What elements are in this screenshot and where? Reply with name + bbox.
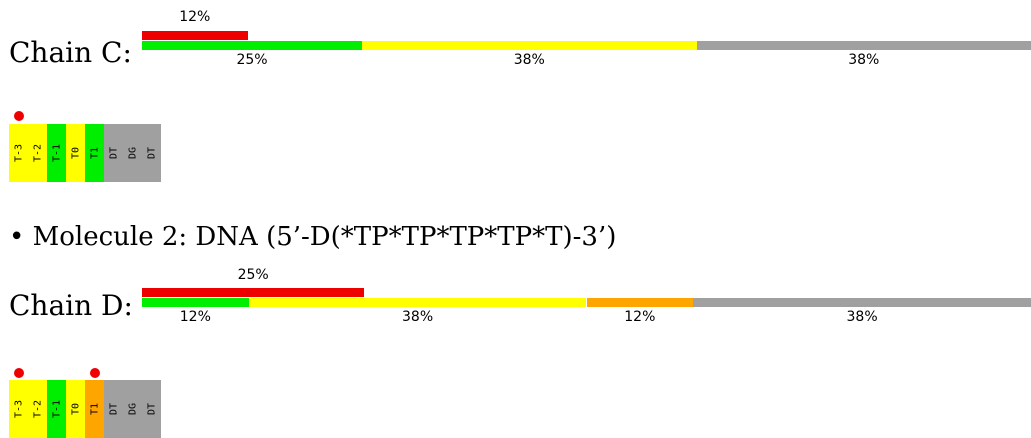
chain-c-segment-label: 38% [513,52,545,68]
residue-cell: DT [142,124,161,182]
chain-c-segment-yellow [362,41,697,50]
outlier-dot-icon [89,368,100,378]
chain-d-segment-yellow [248,298,587,307]
chain-d-segment-label: 38% [402,309,434,325]
chain-c-segment-green [142,41,363,50]
residue-cell: T1 [85,124,104,182]
chain-d-segment-label: 12% [179,309,211,325]
residue-cell: DT [104,380,123,438]
chain-c-residues: T-3 T-2 T-1 T0 T1 DT DG DT [9,124,161,182]
residue-cell: T-1 [47,380,66,438]
residue-cell: DT [142,380,161,438]
residue-cell: T0 [66,380,85,438]
residue-cell: DG [123,124,142,182]
residue-cell: T-3 [9,124,28,182]
residue-label: T-3 [13,399,24,419]
molecule-title: Molecule 2: DNA (5’-D(*TP*TP*TP*TP*T)-3’… [32,222,617,252]
residue-label: T1 [89,146,100,160]
residue-label: T0 [70,402,81,416]
chain-d-segment-label: 12% [624,309,656,325]
residue-cell: T-3 [9,380,28,438]
chain-c-segment-label: 38% [848,52,880,68]
residue-label: T1 [89,402,100,416]
residue-cell: T1 [85,380,104,438]
residue-label: DT [146,402,157,416]
chain-d-segment-grey [693,298,1031,307]
residue-cell: T-2 [28,380,47,438]
chain-d-segment-label: 38% [846,309,878,325]
residue-cell: DT [104,124,123,182]
chain-c-top-bar-label: 12% [179,9,211,25]
residue-label: DT [146,146,157,160]
chain-c-segment-grey [696,41,1031,50]
residue-label: DT [108,146,119,160]
residue-label: T-1 [51,143,62,163]
bullet: • [9,222,25,252]
residue-label: DT [108,402,119,416]
residue-label: DG [127,146,138,160]
chain-d-quality-bar [142,298,1031,307]
residue-label: T-2 [32,143,43,163]
residue-label: T-3 [13,143,24,163]
residue-label: T0 [70,146,81,160]
chain-d-label: Chain D: [9,289,133,322]
residue-cell: T0 [66,124,85,182]
outlier-dot-icon [13,111,24,121]
chain-c-quality-bar [142,41,1031,50]
chain-d-segment-green [142,298,249,307]
outlier-dot-icon [13,368,24,378]
residue-cell: T-1 [47,124,66,182]
residue-label: DG [127,402,138,416]
chain-c-top-bar [142,31,248,40]
chain-c-label: Chain C: [9,36,132,69]
chain-d-top-bar [142,288,365,297]
chain-c-segment-label: 25% [236,52,268,68]
chain-d-residues: T-3 T-2 T-1 T0 T1 DT DG DT [9,380,161,438]
residue-cell: DG [123,380,142,438]
molecule-heading: • Molecule 2: DNA (5’-D(*TP*TP*TP*TP*T)-… [9,222,616,252]
residue-label: T-2 [32,399,43,419]
chain-d-segment-orange [586,298,694,307]
residue-label: T-1 [51,399,62,419]
chain-d-top-bar-label: 25% [237,267,269,283]
residue-cell: T-2 [28,124,47,182]
